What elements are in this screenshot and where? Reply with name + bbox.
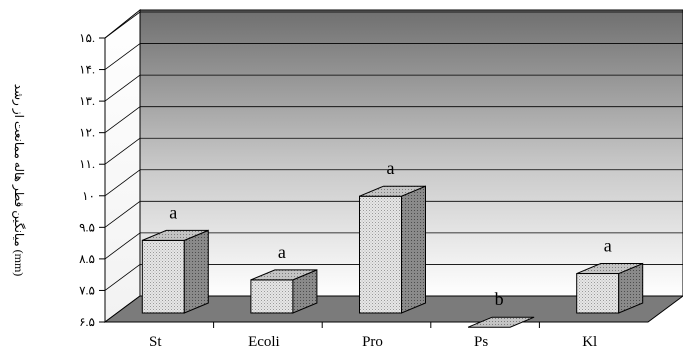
significance-label: a [604, 236, 612, 256]
y-axis-ticks: ۶.۵ ۷.۵ ۸.۵ ۹.۵ ۱۰ ۱۱. ۱۲. ۱۳. ۱۴. ۱۵. [79, 31, 540, 329]
bar-side [401, 185, 426, 314]
x-category-label: Kl [582, 334, 597, 350]
y-tick-label: ۱۲. [79, 126, 95, 140]
bars [141, 185, 644, 328]
back-wall [139, 9, 683, 297]
gridline-side [104, 169, 141, 197]
x-category-label: Pro [362, 334, 383, 350]
gridline-side [104, 74, 141, 102]
y-tick-label: ۱۴. [79, 63, 95, 77]
x-category-label: St [149, 334, 162, 350]
bar-top [250, 269, 318, 281]
gridlines [104, 11, 683, 291]
bar-top [142, 229, 209, 241]
gridline-side [104, 11, 141, 39]
bar-front [141, 239, 185, 314]
bar-st [141, 229, 209, 314]
y-tick-label: ۶.۵ [79, 315, 95, 329]
bar-top [576, 263, 643, 275]
category-labels: St Ecoli Pro Ps Kl [149, 334, 597, 350]
y-tick-label: ۱۱. [79, 157, 95, 171]
x-category-label: Ecoli [248, 334, 280, 350]
bar-top [467, 316, 535, 328]
y-axis-title: میانگین قطر هاله ممانعت از رشد (mm) [12, 84, 26, 277]
bar-ps [467, 316, 535, 328]
significance-labels: a a a b a [169, 158, 611, 309]
bar-top [359, 185, 426, 197]
gridline-side [104, 137, 141, 165]
bar-kl [576, 262, 644, 314]
significance-label: a [387, 158, 395, 178]
x-category-label: Ps [474, 334, 488, 350]
gridline-side [104, 201, 141, 228]
significance-label: a [169, 202, 177, 222]
bar-side [183, 229, 209, 314]
y-tick-label: ۱۰ [82, 189, 95, 203]
gridline-side [104, 232, 141, 260]
significance-label: b [495, 289, 504, 309]
bar-front [576, 273, 620, 314]
gridline-side [104, 264, 141, 291]
gridline-side [104, 106, 141, 133]
y-tick-label: ۱۵. [79, 31, 95, 45]
y-tick-label: ۸.۵ [79, 252, 95, 266]
bar-pro [359, 185, 426, 314]
significance-label: a [278, 242, 286, 262]
bar-front [359, 195, 402, 314]
y-tick-label: ۱۳. [79, 94, 95, 108]
bar-front [250, 279, 294, 314]
y-tick-label: ۷.۵ [79, 283, 95, 297]
gridline-side [104, 43, 141, 70]
bar-ecoli [250, 269, 318, 314]
y-tick-label: ۹.۵ [79, 220, 95, 234]
